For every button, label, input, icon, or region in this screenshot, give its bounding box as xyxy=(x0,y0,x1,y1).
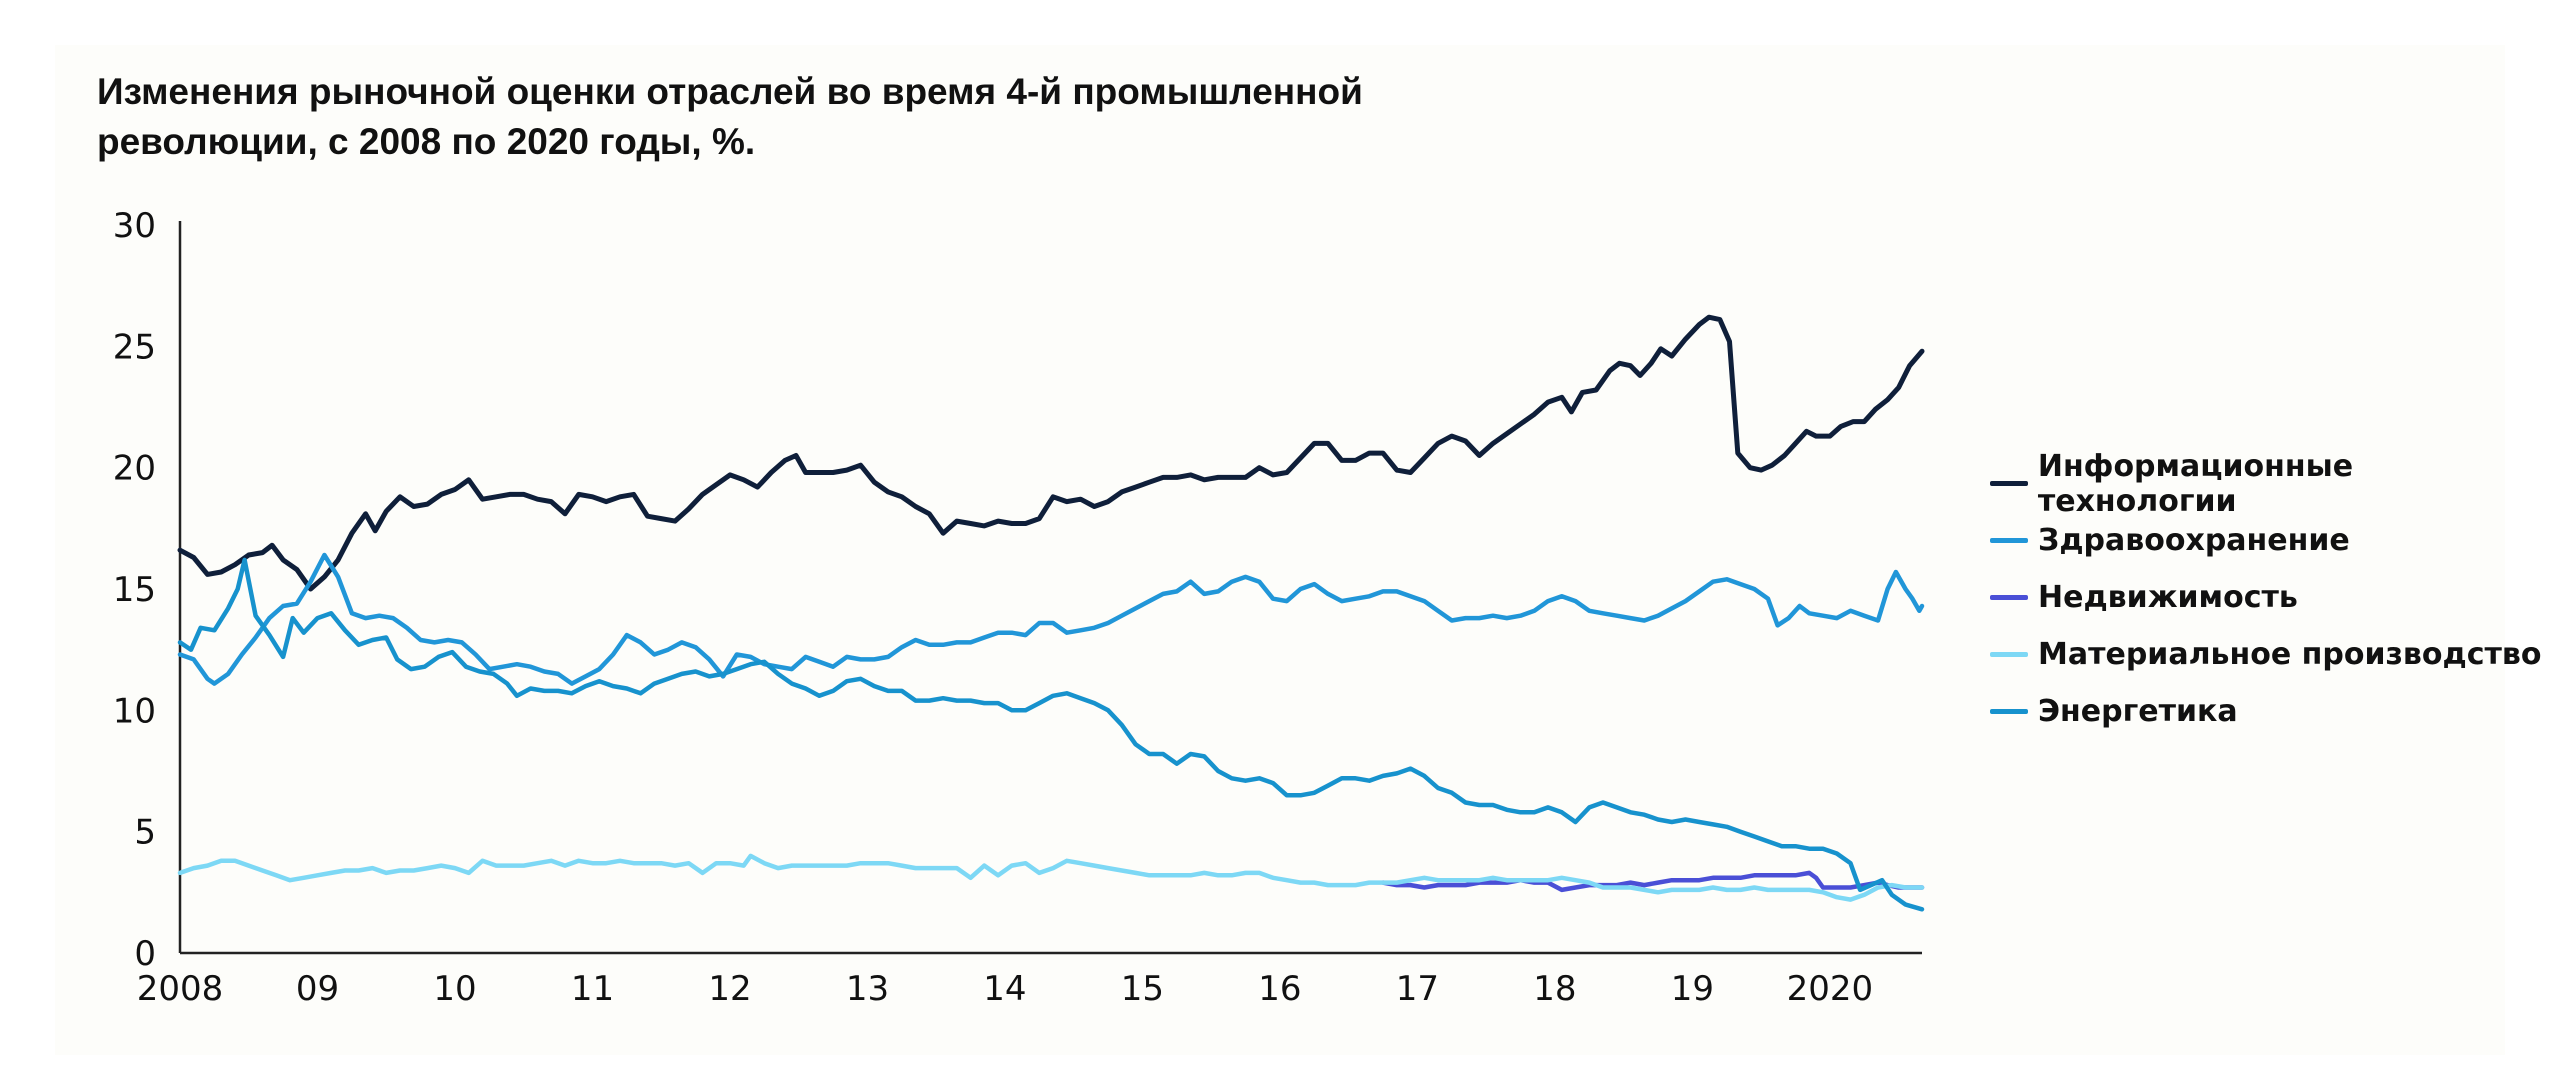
chart-panel xyxy=(55,45,2505,1055)
legend-swatch xyxy=(1990,652,2028,657)
legend: Информационные технологии Здравоохранение… xyxy=(1990,449,2560,740)
legend-swatch xyxy=(1990,538,2028,543)
x-tick-label: 16 xyxy=(1258,969,1301,1009)
series-layer xyxy=(177,314,1925,912)
x-tick-label: 11 xyxy=(571,969,614,1009)
x-tick-label: 17 xyxy=(1396,969,1439,1009)
x-tick-label: 2020 xyxy=(1787,969,1874,1009)
series-line-1 xyxy=(177,314,1925,592)
x-tick-label: 13 xyxy=(846,969,889,1009)
x-tick-label: 19 xyxy=(1671,969,1714,1009)
series-line-2 xyxy=(177,552,1925,686)
series-line-5 xyxy=(177,557,1925,912)
y-tick-label: 30 xyxy=(113,206,156,246)
x-tick-label: 18 xyxy=(1533,969,1576,1009)
x-axis: 2008 09 10 11 12 13 14 15 16 17 18 19 2020 xyxy=(137,951,1922,1009)
y-tick-label: 25 xyxy=(113,327,156,367)
legend-label: Энергетика xyxy=(2038,694,2238,729)
legend-label: Недвижимость xyxy=(2038,580,2298,615)
x-tick-label: 12 xyxy=(708,969,751,1009)
legend-label: Информационные технологии xyxy=(2037,448,2354,519)
series-line-3 xyxy=(1380,870,1925,893)
x-tick-label: 14 xyxy=(983,969,1026,1009)
legend-swatch xyxy=(1990,481,2028,486)
legend-label: Здравоохранение xyxy=(2038,523,2350,558)
x-tick-label: 2008 xyxy=(137,969,224,1009)
y-tick-label: 20 xyxy=(113,449,156,489)
x-tick-label: 10 xyxy=(433,969,476,1009)
x-tick-label: 09 xyxy=(296,969,339,1009)
x-tick-label: 15 xyxy=(1121,969,1164,1009)
legend-swatch xyxy=(1990,595,2028,600)
chart-title: Изменения рыночной оценки отраслей во вр… xyxy=(97,71,1363,162)
legend-label: Материальное производство xyxy=(2038,637,2542,672)
legend-item: Недвижимость xyxy=(1990,569,2560,626)
legend-item: Здравоохранение xyxy=(1990,512,2560,569)
legend-swatch xyxy=(1990,709,2028,714)
legend-item: Информационные технологии xyxy=(1990,449,2560,519)
y-tick-label: 15 xyxy=(113,570,156,610)
y-tick-label: 10 xyxy=(113,691,156,731)
y-axis: 0 5 10 15 20 25 30 xyxy=(113,206,182,974)
series-line-4 xyxy=(177,853,1925,902)
y-tick-label: 5 xyxy=(134,813,156,853)
y-tick-label: 0 xyxy=(134,934,156,974)
legend-item: Энергетика xyxy=(1990,683,2560,740)
legend-item: Материальное производство xyxy=(1990,626,2560,683)
